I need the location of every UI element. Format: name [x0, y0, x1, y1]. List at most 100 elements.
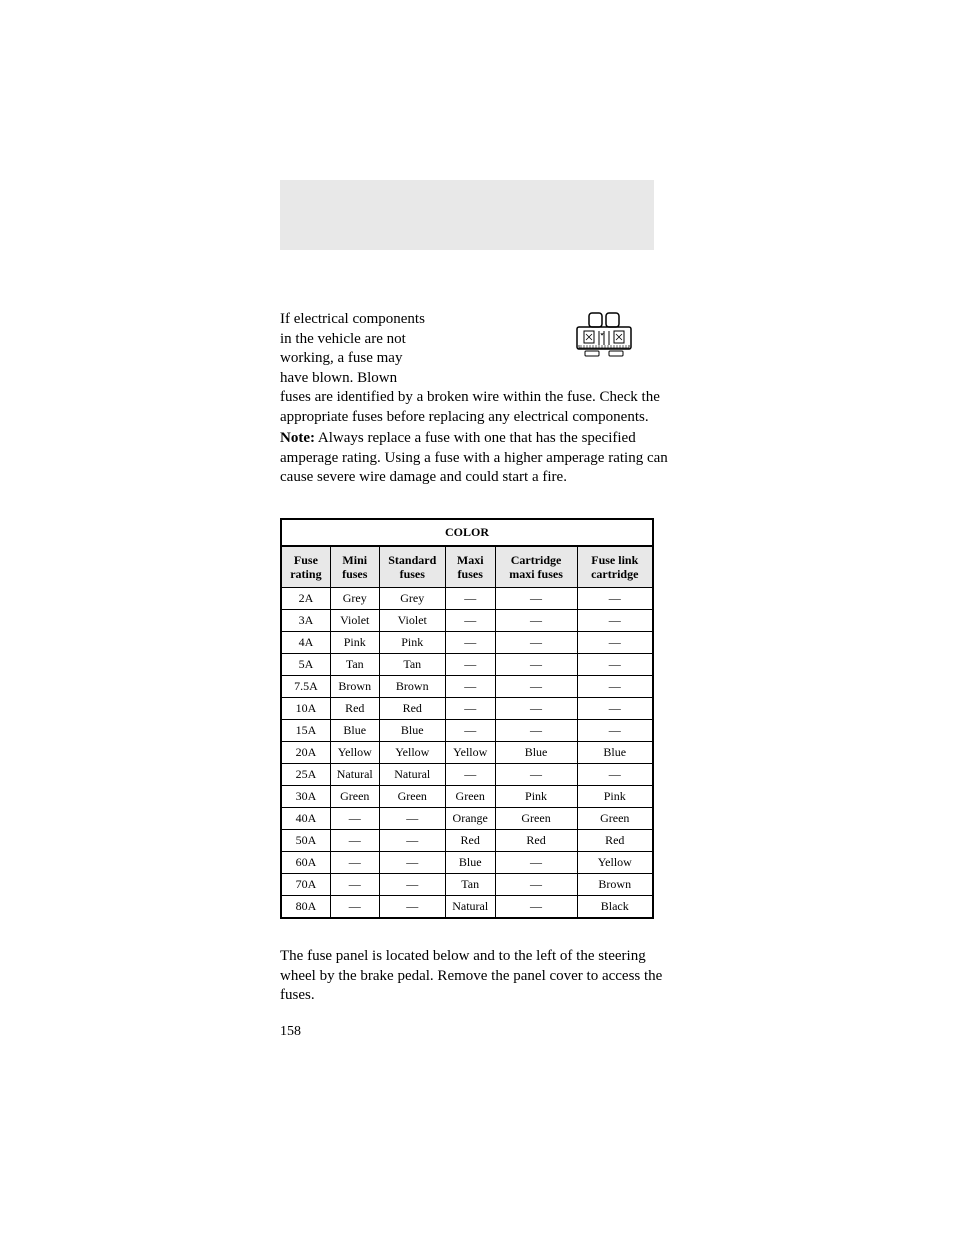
table-cell: — — [495, 698, 577, 720]
table-cell: — — [445, 676, 495, 698]
table-cell: — — [379, 852, 445, 874]
table-row: 80A——Natural—Black — [281, 896, 653, 919]
table-cell: Green — [495, 808, 577, 830]
table-cell: 2A — [281, 588, 330, 610]
table-cell: — — [445, 720, 495, 742]
table-cell: Yellow — [330, 742, 379, 764]
table-cell: — — [445, 588, 495, 610]
table-cell: — — [445, 698, 495, 720]
table-cell: Grey — [379, 588, 445, 610]
table-cell: 4A — [281, 632, 330, 654]
table-cell: Green — [445, 786, 495, 808]
table-cell: Orange — [445, 808, 495, 830]
col-header: Standard fuses — [379, 546, 445, 588]
footer-text: The fuse panel is located below and to t… — [280, 947, 674, 1006]
intro-section: If electrical components in the vehicle … — [280, 310, 674, 488]
table-cell: Blue — [495, 742, 577, 764]
table-cell: — — [445, 610, 495, 632]
table-cell: — — [379, 830, 445, 852]
fuse-diagram-icon — [559, 305, 649, 360]
fuse-color-table: COLOR Fuse rating Mini fuses Standard fu… — [280, 518, 654, 920]
table-cell: 40A — [281, 808, 330, 830]
table-cell: Natural — [330, 764, 379, 786]
table-cell: Natural — [445, 896, 495, 919]
table-cell: — — [495, 874, 577, 896]
table-cell: Blue — [379, 720, 445, 742]
table-cell: Brown — [330, 676, 379, 698]
table-cell: — — [495, 764, 577, 786]
table-cell: — — [379, 896, 445, 919]
table-title: COLOR — [281, 519, 653, 546]
table-cell: 25A — [281, 764, 330, 786]
table-row: 40A——OrangeGreenGreen — [281, 808, 653, 830]
table-cell: Tan — [379, 654, 445, 676]
table-cell: 15A — [281, 720, 330, 742]
table-cell: — — [330, 896, 379, 919]
table-cell: — — [445, 764, 495, 786]
table-cell: — — [577, 720, 653, 742]
table-cell: 60A — [281, 852, 330, 874]
note-label: Note: — [280, 430, 315, 446]
table-cell: — — [330, 852, 379, 874]
table-cell: — — [577, 676, 653, 698]
table-cell: 20A — [281, 742, 330, 764]
table-cell: 50A — [281, 830, 330, 852]
table-row: 10ARedRed——— — [281, 698, 653, 720]
table-title-row: COLOR — [281, 519, 653, 546]
table-cell: — — [495, 610, 577, 632]
table-cell: 80A — [281, 896, 330, 919]
table-row: 4APinkPink——— — [281, 632, 653, 654]
table-cell: Red — [577, 830, 653, 852]
note-paragraph: Note: Always replace a fuse with one tha… — [280, 429, 674, 488]
table-cell: 70A — [281, 874, 330, 896]
table-row: 50A——RedRedRed — [281, 830, 653, 852]
col-header: Maxi fuses — [445, 546, 495, 588]
table-row: 7.5ABrownBrown——— — [281, 676, 653, 698]
table-cell: 7.5A — [281, 676, 330, 698]
table-cell: — — [379, 874, 445, 896]
page-number: 158 — [280, 1024, 674, 1040]
table-cell: — — [577, 654, 653, 676]
col-header: Mini fuses — [330, 546, 379, 588]
table-cell: — — [330, 808, 379, 830]
table-cell: Green — [577, 808, 653, 830]
table-cell: Red — [379, 698, 445, 720]
table-cell: Natural — [379, 764, 445, 786]
table-cell: — — [495, 896, 577, 919]
table-cell: — — [330, 830, 379, 852]
table-cell: — — [445, 632, 495, 654]
table-cell: 3A — [281, 610, 330, 632]
table-cell: Blue — [330, 720, 379, 742]
table-cell: Blue — [445, 852, 495, 874]
table-cell: Green — [379, 786, 445, 808]
table-row: 60A——Blue—Yellow — [281, 852, 653, 874]
table-cell: — — [577, 764, 653, 786]
table-cell: — — [495, 676, 577, 698]
table-row: 70A——Tan—Brown — [281, 874, 653, 896]
col-header: Fuse rating — [281, 546, 330, 588]
table-cell: Brown — [379, 676, 445, 698]
table-cell: Yellow — [445, 742, 495, 764]
table-row: 25ANaturalNatural——— — [281, 764, 653, 786]
table-cell: Yellow — [577, 852, 653, 874]
table-header-row: Fuse rating Mini fuses Standard fuses Ma… — [281, 546, 653, 588]
table-cell: Pink — [577, 786, 653, 808]
table-cell: 5A — [281, 654, 330, 676]
table-cell: Pink — [495, 786, 577, 808]
intro-text-left: If electrical components in the vehicle … — [280, 310, 425, 388]
table-cell: Pink — [379, 632, 445, 654]
table-cell: 10A — [281, 698, 330, 720]
col-header: Cartridge maxi fuses — [495, 546, 577, 588]
table-cell: Pink — [330, 632, 379, 654]
table-cell: Red — [445, 830, 495, 852]
table-cell: Red — [495, 830, 577, 852]
table-cell: Tan — [445, 874, 495, 896]
table-cell: — — [495, 654, 577, 676]
intro-text-cont: fuses are identified by a broken wire wi… — [280, 388, 674, 427]
table-cell: — — [330, 874, 379, 896]
table-cell: — — [577, 588, 653, 610]
table-row: 20AYellowYellowYellowBlueBlue — [281, 742, 653, 764]
table-cell: Tan — [330, 654, 379, 676]
table-cell: Yellow — [379, 742, 445, 764]
table-row: 15ABlueBlue——— — [281, 720, 653, 742]
